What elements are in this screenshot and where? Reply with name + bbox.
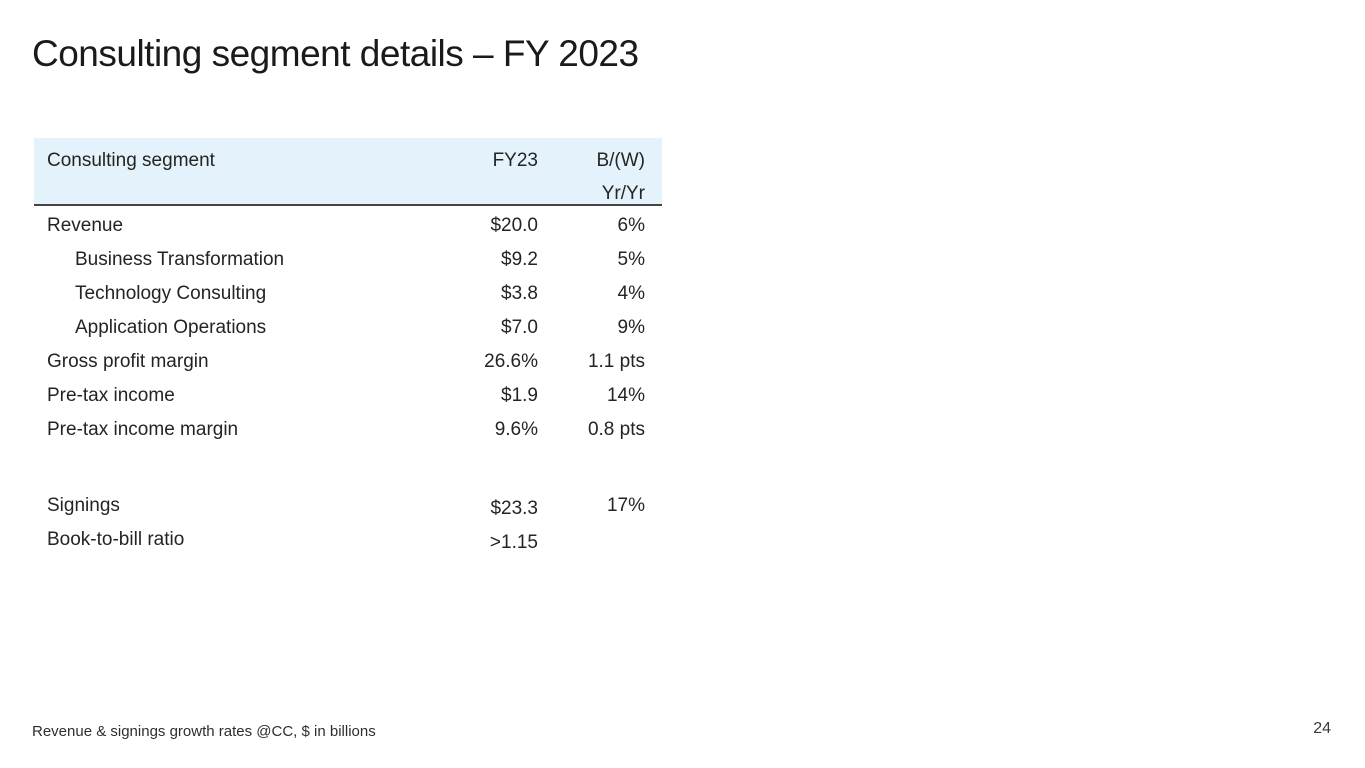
row-label: Business Transformation: [75, 249, 285, 270]
header-bw-line1: B/(W): [596, 150, 645, 171]
header-cell-fy23: FY23: [492, 150, 538, 171]
row-bw-value: 14%: [606, 385, 645, 406]
row-fy23-value: 26.6%: [484, 351, 538, 372]
page-number: 24: [1313, 720, 1331, 737]
table-row-business-transformation: Business Transformation $9.2 5%: [34, 243, 662, 277]
row-fy23-value: $9.2: [501, 249, 538, 270]
header-bw-line2: Yr/Yr: [601, 183, 645, 204]
row-bw-value: 5%: [617, 249, 645, 270]
table-row-pretax-income: Pre-tax income $1.9 14%: [34, 379, 662, 413]
table-row-book-to-bill: Book-to-bill ratio >1.15: [34, 523, 662, 557]
row-fy23-value: $23.3: [490, 498, 538, 519]
row-fy23-value: >1.15: [489, 532, 538, 553]
row-fy23-value: $20.0: [490, 215, 538, 236]
row-fy23-value: $7.0: [501, 317, 538, 338]
header-cell-bw-yryr: B/(W) Yr/Yr: [538, 144, 645, 210]
row-label: Application Operations: [75, 317, 267, 338]
row-label: Pre-tax income: [47, 385, 175, 406]
row-label: Revenue: [47, 215, 124, 236]
table-header-row: Consulting segment FY23 B/(W) Yr/Yr: [34, 138, 662, 206]
slide-title: Consulting segment details – FY 2023: [32, 33, 639, 74]
row-label: Gross profit margin: [47, 351, 209, 372]
row-label: Technology Consulting: [75, 283, 267, 304]
row-label: Signings: [47, 495, 120, 516]
table-body: Revenue $20.0 6% Business Transformation…: [34, 206, 662, 557]
row-label: Pre-tax income margin: [47, 419, 239, 440]
table-row-revenue: Revenue $20.0 6%: [34, 209, 662, 243]
table-row-signings: Signings $23.3 17%: [34, 489, 662, 523]
table-row-application-operations: Application Operations $7.0 9%: [34, 311, 662, 345]
table-row-technology-consulting: Technology Consulting $3.8 4%: [34, 277, 662, 311]
row-fy23-value: $1.9: [501, 385, 538, 406]
row-fy23-value: 9.6%: [494, 419, 538, 440]
table-spacer-row: [34, 447, 662, 489]
consulting-segment-table: Consulting segment FY23 B/(W) Yr/Yr Reve…: [34, 138, 662, 557]
table-row-gross-profit-margin: Gross profit margin 26.6% 1.1 pts: [34, 345, 662, 379]
row-bw-value: 1.1 pts: [587, 351, 645, 372]
row-bw-value: 4%: [617, 283, 645, 304]
header-cell-segment: Consulting segment: [47, 150, 215, 171]
row-fy23-value: $3.8: [501, 283, 538, 304]
row-bw-value: 6%: [617, 215, 645, 236]
table-row-pretax-income-margin: Pre-tax income margin 9.6% 0.8 pts: [34, 413, 662, 447]
row-bw-value: 0.8 pts: [587, 419, 645, 440]
row-bw-value: 9%: [617, 317, 645, 338]
slide-footnote: Revenue & signings growth rates @CC, $ i…: [32, 723, 376, 740]
row-bw-value: 17%: [606, 495, 645, 516]
row-label: Book-to-bill ratio: [47, 529, 185, 550]
